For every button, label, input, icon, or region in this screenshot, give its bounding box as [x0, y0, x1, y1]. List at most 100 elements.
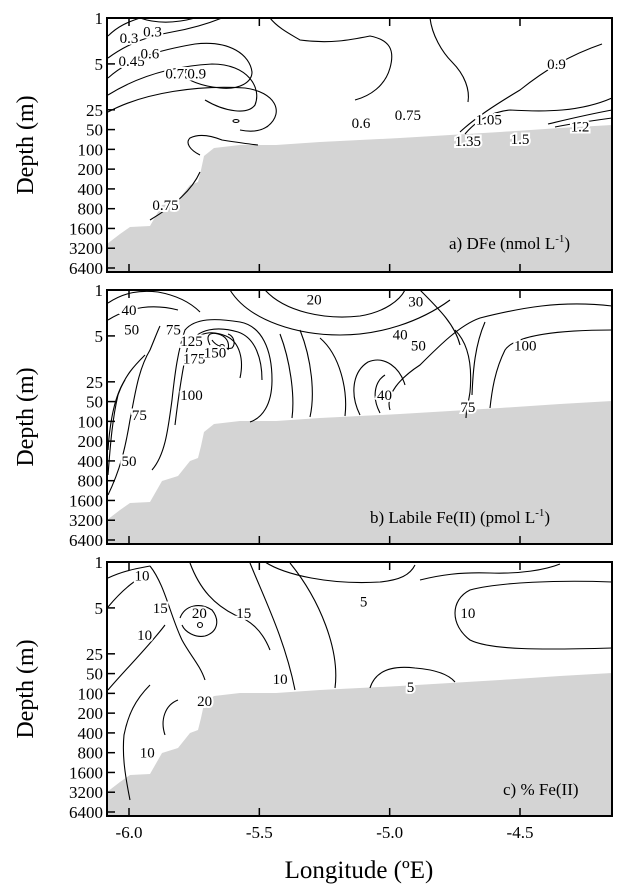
contour-label: 0.45: [118, 54, 144, 70]
contour-line: [459, 43, 603, 133]
contour-line: [151, 319, 273, 471]
contour-line: [149, 171, 201, 221]
contour-label: 10: [273, 672, 288, 688]
contour-label: 0.9: [187, 67, 206, 83]
y-tick-label: 400: [78, 180, 104, 199]
contour-line: [162, 699, 179, 736]
x-tick-label: -6.0: [116, 823, 143, 842]
contour-line: [174, 328, 263, 426]
y-tick-label: 800: [78, 472, 104, 491]
contour-line: [189, 332, 243, 379]
contour-line: [149, 565, 206, 681]
y-tick-label: 1600: [69, 491, 103, 510]
contours-a: [107, 17, 613, 221]
contour-line: [279, 333, 294, 419]
contour-label: 1.2: [571, 120, 590, 136]
contour-line: [374, 374, 386, 414]
contour-label: 1.5: [511, 132, 530, 148]
contour-line: [122, 684, 151, 801]
x-tick-label: -5.5: [246, 823, 273, 842]
contour-label: 10: [135, 568, 150, 584]
y-tick-label: 3200: [69, 511, 103, 530]
contour-line: [454, 329, 472, 419]
y-tick-label: 6400: [69, 259, 103, 278]
contour-label: 0.6: [140, 47, 159, 63]
contour-label: 0.6: [352, 116, 371, 132]
y-tick-label: 200: [78, 704, 104, 723]
y-tick-label: 5: [95, 327, 104, 346]
panel-label-b: b) Labile Fe(II) (pmol L-1): [370, 507, 550, 527]
contour-line: [107, 17, 223, 59]
contour-line: [264, 561, 416, 584]
y-tick-label: 50: [86, 665, 103, 684]
y-tick-label: 50: [86, 393, 103, 412]
contour-line: [419, 563, 561, 581]
contour-label: 10: [137, 628, 152, 644]
contour-line: [554, 117, 613, 128]
contour-label: 1.05: [476, 112, 502, 128]
contour-line: [353, 359, 406, 416]
y-tick-label: 800: [78, 744, 104, 763]
contour-label: 75: [460, 400, 475, 416]
x-tick-label: -4.5: [507, 823, 534, 842]
y-tick-label: 6400: [69, 803, 103, 822]
contour-line: [107, 325, 161, 496]
contour-line: [107, 624, 166, 691]
contour-line: [196, 621, 204, 629]
y-tick-label: 1: [95, 9, 104, 28]
contour-line: [107, 86, 277, 132]
contour-line: [211, 333, 235, 349]
contours-c: [107, 561, 613, 801]
contour-label: 0.75: [165, 67, 191, 83]
contour-line: [319, 337, 347, 417]
contour-line: [249, 562, 296, 691]
y-tick-label: 1600: [69, 763, 103, 782]
y-tick-label: 1: [95, 553, 104, 572]
contour-label: 0.9: [547, 57, 566, 73]
y-tick-label: 1600: [69, 219, 103, 238]
contour-line: [218, 343, 226, 351]
contour-line: [547, 109, 613, 125]
y-tick-label: 5: [95, 55, 104, 74]
contour-label: 20: [307, 293, 322, 309]
contour-line: [299, 329, 313, 418]
contour-label: 100: [514, 339, 537, 355]
y-tick-label: 6400: [69, 531, 103, 550]
contour-line: [289, 562, 337, 689]
contour-label: 15: [236, 606, 251, 622]
contour-label: 50: [122, 454, 137, 470]
contour-line: [269, 17, 393, 101]
bathymetry-b: [107, 401, 612, 544]
y-tick-label: 25: [86, 645, 103, 664]
contour-line: [388, 303, 613, 411]
contours-b: [107, 289, 613, 496]
contour-line: [464, 97, 613, 135]
contour-line: [232, 118, 240, 124]
contour-line: [179, 605, 218, 637]
contour-label: 40: [393, 328, 408, 344]
contour-label: 40: [122, 303, 137, 319]
contour-label: 175: [183, 351, 206, 367]
y-tick-label: 100: [78, 412, 104, 431]
panel-label-a: a) DFe (nmol L-1): [449, 233, 570, 253]
contour-label: 0.75: [395, 108, 421, 124]
contour-line: [454, 580, 613, 650]
y-tick-label: 400: [78, 452, 104, 471]
contour-label: 100: [180, 388, 203, 404]
y-tick-label: 100: [78, 140, 104, 159]
contour-line: [229, 289, 451, 336]
contour-label: 40: [377, 388, 392, 404]
contour-labels-a: 0.3 0.30.450.60.750.90.60.750.91.05 1.21.3…: [116, 22, 591, 215]
frame-c: [106, 561, 613, 817]
y-tick-label: 3200: [69, 239, 103, 258]
y-tick-label: 50: [86, 121, 103, 140]
y-axis-label-c: Depth (m): [13, 639, 39, 738]
contour-label: 30: [408, 295, 423, 311]
contour-label: 50: [411, 339, 426, 355]
